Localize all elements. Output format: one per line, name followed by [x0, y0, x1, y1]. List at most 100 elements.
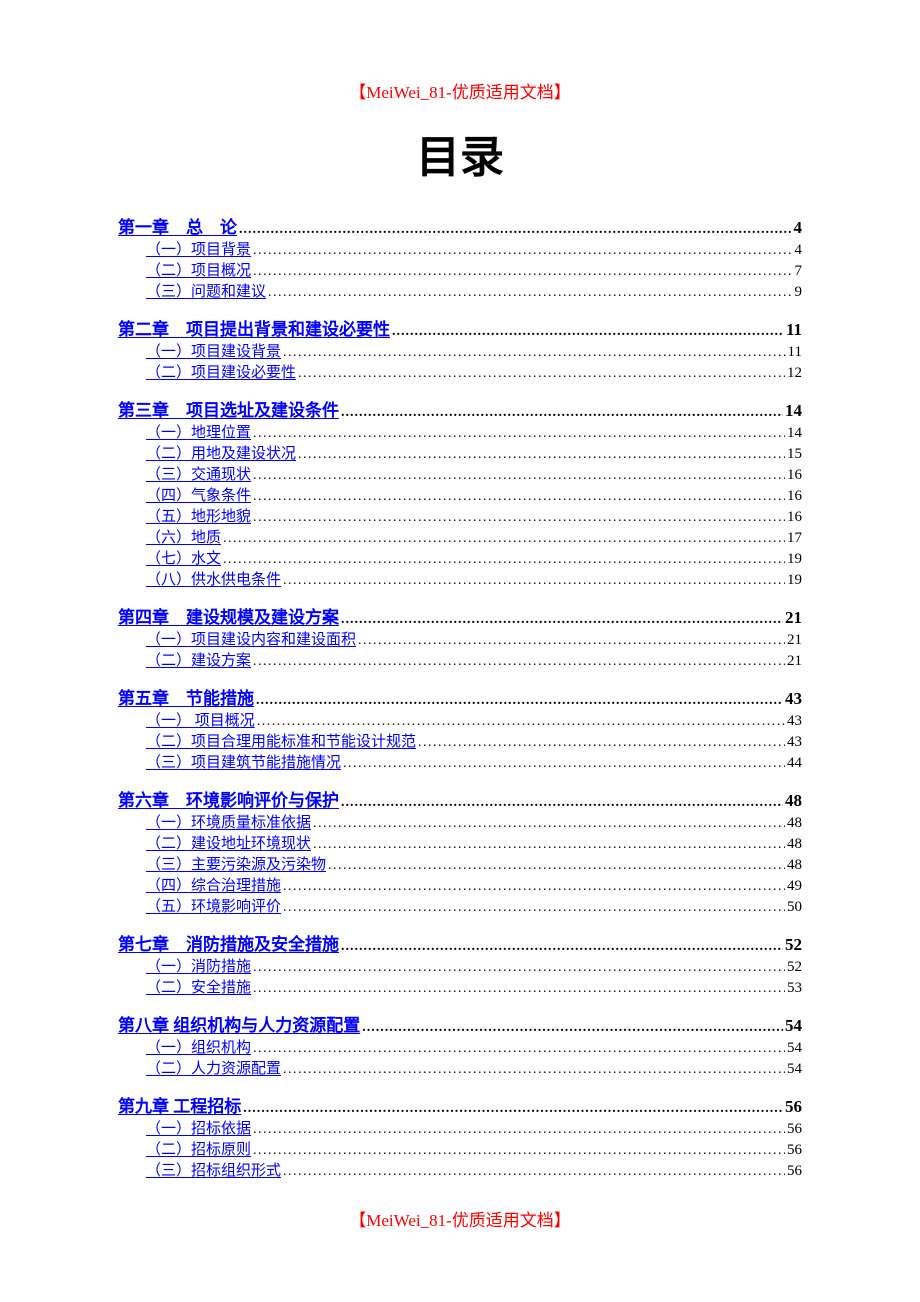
- toc-page-number: 50: [787, 897, 802, 918]
- toc-page-number: 53: [787, 978, 802, 999]
- toc-chapter-link[interactable]: 第五章 节能措施: [118, 684, 254, 709]
- toc-sub-link[interactable]: （二）项目合理用能标准和节能设计规范: [146, 732, 416, 753]
- toc-leader-dots: ........................................…: [253, 1038, 785, 1059]
- toc-page-number: 52: [787, 957, 802, 978]
- toc-sub-link[interactable]: （四）气象条件: [146, 486, 251, 507]
- toc-sub-link[interactable]: （一）消防措施: [146, 957, 251, 978]
- toc-leader-dots: ........................................…: [341, 405, 783, 421]
- toc-leader-dots: ........................................…: [392, 324, 784, 340]
- toc-sub: （一）项目建设内容和建设面积..........................…: [146, 630, 802, 651]
- toc-page-number: 48: [787, 834, 802, 855]
- toc-leader-dots: ........................................…: [283, 1059, 785, 1080]
- toc-page-number: 12: [787, 363, 802, 384]
- toc-leader-dots: ........................................…: [223, 528, 785, 549]
- toc-leader-dots: ........................................…: [257, 711, 785, 732]
- toc-chapter: 第二章 项目提出背景和建设必要性........................…: [118, 315, 802, 340]
- toc-chapter-link[interactable]: 第六章 环境影响评价与保护: [118, 786, 339, 811]
- toc-page-number: 21: [787, 630, 802, 651]
- toc-page-number: 48: [785, 791, 802, 811]
- toc-sub-link[interactable]: （二）建设地址环境现状: [146, 834, 311, 855]
- toc-leader-dots: ........................................…: [253, 978, 785, 999]
- toc-page-number: 9: [795, 282, 803, 303]
- table-of-contents: 第一章 总 论.................................…: [118, 213, 802, 1182]
- toc-sub-link[interactable]: （八）供水供电条件: [146, 570, 281, 591]
- toc-sub-link[interactable]: （二）安全措施: [146, 978, 251, 999]
- toc-sub-link[interactable]: （二）建设方案: [146, 651, 251, 672]
- toc-leader-dots: ........................................…: [283, 876, 785, 897]
- toc-leader-dots: ........................................…: [256, 693, 783, 709]
- toc-chapter-link[interactable]: 第三章 项目选址及建设条件: [118, 396, 339, 421]
- toc-sub: （三）问题和建议................................…: [146, 282, 802, 303]
- toc-sub: （二）用地及建设状况..............................…: [146, 444, 802, 465]
- toc-leader-dots: ........................................…: [298, 444, 785, 465]
- toc-page-number: 43: [785, 689, 802, 709]
- toc-page-number: 19: [787, 570, 802, 591]
- toc-sub-link[interactable]: （五）地形地貌: [146, 507, 251, 528]
- toc-sub-link[interactable]: （三）招标组织形式: [146, 1161, 281, 1182]
- toc-page-number: 21: [787, 651, 802, 672]
- toc-sub: （七）水文...................................…: [146, 549, 802, 570]
- toc-sub: （三）交通现状.................................…: [146, 465, 802, 486]
- toc-sub: （一）环境质量标准依据.............................…: [146, 813, 802, 834]
- toc-sub-link[interactable]: （五）环境影响评价: [146, 897, 281, 918]
- toc-sub-link[interactable]: （一） 项目概况: [146, 711, 255, 732]
- toc-sub-link[interactable]: （三）项目建筑节能措施情况: [146, 753, 341, 774]
- toc-sub-link[interactable]: （三）问题和建议: [146, 282, 266, 303]
- toc-chapter-link[interactable]: 第二章 项目提出背景和建设必要性: [118, 315, 390, 340]
- toc-page-number: 54: [785, 1016, 802, 1036]
- toc-page-number: 4: [794, 218, 803, 238]
- toc-sub: （二）招标原则.................................…: [146, 1140, 802, 1161]
- toc-page-number: 56: [785, 1097, 802, 1117]
- toc-leader-dots: ........................................…: [253, 1140, 785, 1161]
- toc-page-number: 56: [787, 1140, 802, 1161]
- footer-text: 【MeiWei_81-优质适用文档】: [118, 1206, 802, 1231]
- toc-sub-link[interactable]: （三）交通现状: [146, 465, 251, 486]
- toc-page-number: 43: [787, 732, 802, 753]
- toc-sub-link[interactable]: （七）水文: [146, 549, 221, 570]
- toc-sub: （一） 项目概况................................…: [146, 711, 802, 732]
- toc-page-number: 54: [787, 1059, 802, 1080]
- toc-sub: （二）项目概况.................................…: [146, 261, 802, 282]
- header-text: 【MeiWei_81-优质适用文档】: [118, 78, 802, 103]
- toc-sub-link[interactable]: （一）项目背景: [146, 240, 251, 261]
- toc-sub: （四）气象条件.................................…: [146, 486, 802, 507]
- toc-leader-dots: ........................................…: [253, 486, 785, 507]
- toc-sub-link[interactable]: （一）项目建设背景: [146, 342, 281, 363]
- toc-page-number: 52: [785, 935, 802, 955]
- toc-leader-dots: ........................................…: [253, 651, 785, 672]
- toc-sub: （三）主要污染源及污染物............................…: [146, 855, 802, 876]
- toc-leader-dots: ........................................…: [283, 1161, 785, 1182]
- toc-leader-dots: ........................................…: [341, 939, 783, 955]
- toc-sub-link[interactable]: （六）地质: [146, 528, 221, 549]
- toc-sub-link[interactable]: （二）用地及建设状况: [146, 444, 296, 465]
- toc-sub: （二）项目建设必要性..............................…: [146, 363, 802, 384]
- toc-chapter-link[interactable]: 第七章 消防措施及安全措施: [118, 930, 339, 955]
- toc-chapter-link[interactable]: 第九章 工程招标: [118, 1092, 241, 1117]
- toc-sub-link[interactable]: （一）招标依据: [146, 1119, 251, 1140]
- toc-chapter-link[interactable]: 第一章 总 论: [118, 213, 237, 238]
- toc-leader-dots: ........................................…: [283, 897, 785, 918]
- toc-sub-link[interactable]: （一）组织机构: [146, 1038, 251, 1059]
- toc-leader-dots: ........................................…: [283, 570, 785, 591]
- toc-sub-link[interactable]: （二）项目建设必要性: [146, 363, 296, 384]
- toc-leader-dots: ........................................…: [313, 834, 785, 855]
- toc-sub: （一）地理位置.................................…: [146, 423, 802, 444]
- toc-chapter-link[interactable]: 第四章 建设规模及建设方案: [118, 603, 339, 628]
- toc-sub: （一）招标依据.................................…: [146, 1119, 802, 1140]
- toc-leader-dots: ........................................…: [328, 855, 785, 876]
- toc-leader-dots: ........................................…: [341, 795, 783, 811]
- toc-chapter-link[interactable]: 第八章 组织机构与人力资源配置: [118, 1011, 360, 1036]
- toc-sub-link[interactable]: （四）综合治理措施: [146, 876, 281, 897]
- toc-sub-link[interactable]: （二）人力资源配置: [146, 1059, 281, 1080]
- toc-sub-link[interactable]: （一）项目建设内容和建设面积: [146, 630, 356, 651]
- toc-sub-link[interactable]: （二）项目概况: [146, 261, 251, 282]
- toc-chapter: 第六章 环境影响评价与保护...........................…: [118, 786, 802, 811]
- toc-page-number: 19: [787, 549, 802, 570]
- toc-sub-link[interactable]: （一）环境质量标准依据: [146, 813, 311, 834]
- toc-chapter: 第八章 组织机构与人力资源配置.........................…: [118, 1011, 802, 1036]
- toc-sub-link[interactable]: （三）主要污染源及污染物: [146, 855, 326, 876]
- toc-sub: （五）地形地貌.................................…: [146, 507, 802, 528]
- toc-leader-dots: ........................................…: [298, 363, 785, 384]
- toc-sub-link[interactable]: （二）招标原则: [146, 1140, 251, 1161]
- toc-sub-link[interactable]: （一）地理位置: [146, 423, 251, 444]
